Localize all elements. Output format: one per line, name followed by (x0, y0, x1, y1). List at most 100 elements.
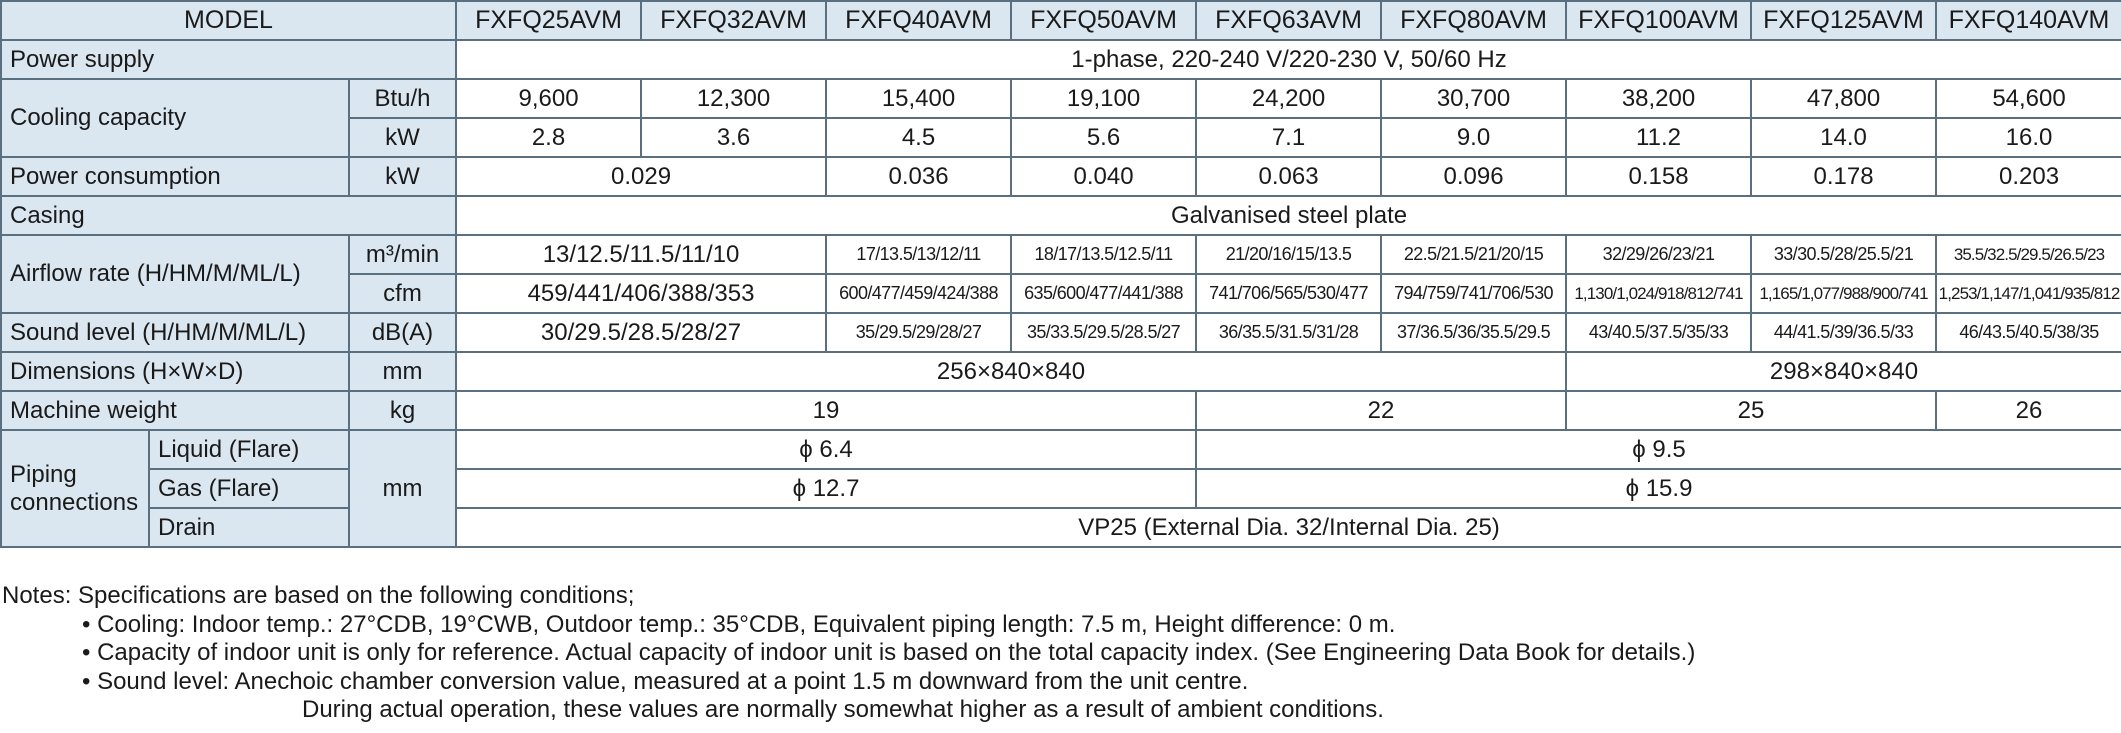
table-cell: 0.040 (1010, 156, 1198, 197)
table-cell: 9.0 (1380, 117, 1568, 158)
row-label: Casing (0, 195, 458, 236)
unit-label: Btu/h (347, 78, 458, 119)
table-cell: 26 (1935, 390, 2121, 431)
model-name: FXFQ63AVM (1195, 0, 1383, 41)
table-cell: 21/20/16/15/13.5 (1195, 234, 1383, 275)
table-cell: ϕ 6.4 (455, 429, 1198, 470)
table-cell: 47,800 (1750, 78, 1938, 119)
table-cell: 46/43.5/40.5/38/35 (1935, 312, 2121, 353)
row-label: Dimensions (H×W×D) (0, 351, 350, 392)
table-cell: 741/706/565/530/477 (1195, 273, 1383, 314)
power-consumption-row: Power consumption kW 0.029 0.036 0.040 0… (0, 156, 2121, 197)
table-cell: 38,200 (1565, 78, 1753, 119)
model-name: FXFQ50AVM (1010, 0, 1198, 41)
table-cell: 5.6 (1010, 117, 1198, 158)
table-cell: 2.8 (455, 117, 643, 158)
table-cell: 35/29.5/29/28/27 (825, 312, 1013, 353)
table-cell: 36/35.5/31.5/31/28 (1195, 312, 1383, 353)
unit-label: mm (347, 429, 458, 548)
row-label: Airflow rate (H/HM/M/ML/L) (0, 234, 350, 314)
sub-label: Gas (Flare) (148, 468, 350, 509)
note-sound-continued: During actual operation, these values ar… (302, 696, 1384, 723)
table-cell: VP25 (External Dia. 32/Internal Dia. 25) (455, 507, 2121, 548)
header-row: MODEL FXFQ25AVM FXFQ32AVM FXFQ40AVM FXFQ… (0, 0, 2121, 41)
model-name: FXFQ32AVM (640, 0, 828, 41)
table-cell: 22 (1195, 390, 1568, 431)
table-cell: 256×840×840 (455, 351, 1568, 392)
table-cell: 54,600 (1935, 78, 2121, 119)
table-cell: 14.0 (1750, 117, 1938, 158)
airflow-m3-row: Airflow rate (H/HM/M/ML/L) m³/min 13/12.… (0, 234, 2121, 314)
table-cell: 25 (1565, 390, 1938, 431)
unit-label: dB(A) (347, 312, 458, 353)
table-cell: 0.063 (1195, 156, 1383, 197)
table-cell: 794/759/741/706/530 (1380, 273, 1568, 314)
table-cell: 635/600/477/441/388 (1010, 273, 1198, 314)
table-cell: 12,300 (640, 78, 828, 119)
piping-gas-row: Gas (Flare) ϕ 12.7 ϕ 15.9 (1, 468, 2121, 509)
table-cell: 0.096 (1380, 156, 1568, 197)
table-cell: 600/477/459/424/388 (825, 273, 1013, 314)
table-cell: 37/36.5/36/35.5/29.5 (1380, 312, 1568, 353)
unit-label: kW (347, 156, 458, 197)
model-name: FXFQ100AVM (1565, 0, 1753, 41)
notes-intro: Notes: Specifications are based on the f… (2, 582, 635, 609)
table-cell: 0.029 (455, 156, 828, 197)
table-cell: 11.2 (1565, 117, 1753, 158)
unit-label: cfm (347, 273, 458, 314)
table-cell: 32/29/26/23/21 (1565, 234, 1753, 275)
unit-label: mm (347, 351, 458, 392)
row-label: Power consumption (0, 156, 350, 197)
table-cell: 16.0 (1935, 117, 2121, 158)
row-label: Power supply (0, 39, 458, 80)
table-cell: 1,253/1,147/1,041/935/812 (1935, 273, 2121, 314)
table-cell: 35/33.5/29.5/28.5/27 (1010, 312, 1198, 353)
table-cell: 7.1 (1195, 117, 1383, 158)
notes: Notes: Specifications are based on the f… (2, 582, 1695, 725)
power-supply-value: 1-phase, 220-240 V/220-230 V, 50/60 Hz (455, 39, 2121, 80)
table-cell: 30/29.5/28.5/28/27 (455, 312, 828, 353)
table-cell: 13/12.5/11.5/11/10 (455, 234, 828, 275)
unit-label: m³/min (347, 234, 458, 275)
model-header: MODEL (0, 0, 458, 41)
sound-level-row: Sound level (H/HM/M/ML/L) dB(A) 30/29.5/… (0, 312, 2121, 353)
spec-table: MODEL FXFQ25AVM FXFQ32AVM FXFQ40AVM FXFQ… (0, 0, 2121, 548)
model-name: FXFQ40AVM (825, 0, 1013, 41)
table-cell: 0.203 (1935, 156, 2121, 197)
airflow-cfm-row: cfm 459/441/406/388/353 600/477/459/424/… (1, 273, 2121, 314)
table-cell: 19,100 (1010, 78, 1198, 119)
model-name: FXFQ25AVM (455, 0, 643, 41)
table-cell: 30,700 (1380, 78, 1568, 119)
note-cooling: • Cooling: Indoor temp.: 27°CDB, 19°CWB,… (82, 610, 1396, 638)
casing-row: Casing Galvanised steel plate (0, 195, 2121, 236)
row-label: Machine weight (0, 390, 350, 431)
power-supply-row: Power supply 1-phase, 220-240 V/220-230 … (0, 39, 2121, 80)
table-cell: 44/41.5/39/36.5/33 (1750, 312, 1938, 353)
table-cell: 17/13.5/13/12/11 (825, 234, 1013, 275)
cooling-kw-row: kW 2.8 3.6 4.5 5.6 7.1 9.0 11.2 14.0 16.… (1, 117, 2121, 158)
note-capacity: • Capacity of indoor unit is only for re… (82, 639, 1696, 666)
table-cell: 0.158 (1565, 156, 1753, 197)
table-cell: 1,130/1,024/918/812/741 (1565, 273, 1753, 314)
table-cell: 43/40.5/37.5/35/33 (1565, 312, 1753, 353)
table-cell: 33/30.5/28/25.5/21 (1750, 234, 1938, 275)
row-label: Piping connections (0, 429, 150, 548)
table-cell: ϕ 15.9 (1195, 468, 2121, 509)
table-cell: 298×840×840 (1565, 351, 2121, 392)
table-cell: 459/441/406/388/353 (455, 273, 828, 314)
row-label: Sound level (H/HM/M/ML/L) (0, 312, 350, 353)
row-label: Cooling capacity (0, 78, 350, 158)
table-cell: 35.5/32.5/29.5/26.5/23 (1935, 234, 2121, 275)
piping-liquid-row: Piping connections Liquid (Flare) mm ϕ 6… (0, 429, 2121, 548)
note-sound: • Sound level: Anechoic chamber conversi… (82, 667, 1249, 695)
sub-label: Drain (148, 507, 350, 548)
unit-label: kW (347, 117, 458, 158)
unit-label: kg (347, 390, 458, 431)
model-name: FXFQ125AVM (1750, 0, 1938, 41)
dimensions-row: Dimensions (H×W×D) mm 256×840×840 298×84… (0, 351, 2121, 392)
piping-drain-row: Drain VP25 (External Dia. 32/Internal Di… (1, 507, 2121, 548)
table-cell: 22.5/21.5/21/20/15 (1380, 234, 1568, 275)
table-cell: 15,400 (825, 78, 1013, 119)
model-name: FXFQ140AVM (1935, 0, 2121, 41)
table-cell: 4.5 (825, 117, 1013, 158)
